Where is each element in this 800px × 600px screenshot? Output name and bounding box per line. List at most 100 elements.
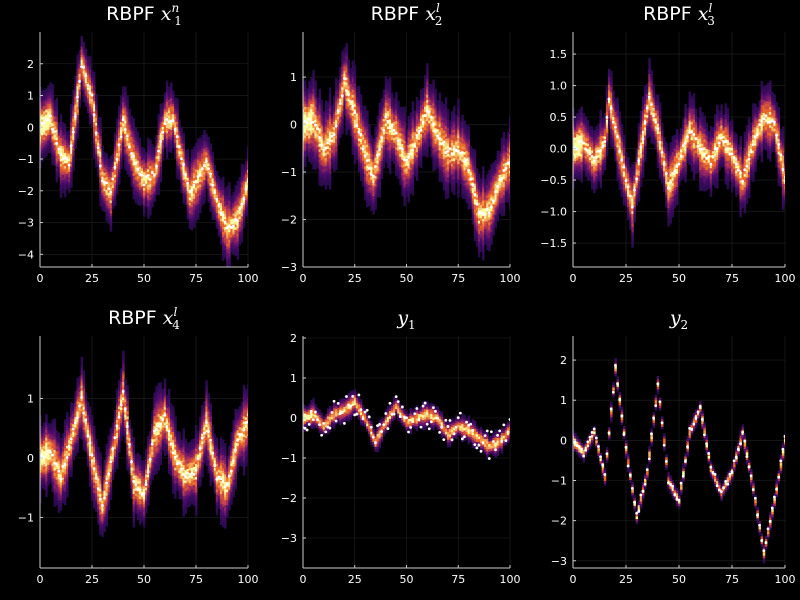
heatmap-cell: [397, 126, 400, 130]
heatmap-cell: [226, 232, 229, 236]
heatmap-cell: [40, 99, 42, 103]
heatmap-cell: [364, 197, 367, 201]
heatmap-cell: [199, 191, 202, 195]
heatmap-cell: [355, 97, 359, 101]
heatmap-cell: [176, 168, 179, 172]
heatmap-cell: [390, 97, 394, 101]
heatmap-cell: [432, 168, 435, 172]
heatmap-cell: [93, 111, 96, 115]
heatmap-cell: [82, 73, 86, 77]
heatmap-cell: [349, 75, 353, 79]
heatmap-cell: [128, 163, 131, 167]
heatmap-cell: [230, 208, 233, 212]
heatmap-cell: [197, 190, 200, 194]
heatmap-cell: [304, 93, 307, 97]
heatmap-cell: [124, 146, 127, 150]
heatmap-cell: [63, 178, 67, 182]
heatmap-cell: [345, 124, 348, 128]
heatmap-cell: [335, 112, 338, 116]
heatmap-cell: [304, 90, 307, 94]
heatmap-cell: [78, 102, 81, 106]
heatmap-cell: [303, 155, 305, 159]
heatmap-cell: [120, 100, 123, 104]
heatmap-cell: [384, 144, 388, 148]
heatmap-cell: [63, 194, 67, 198]
heatmap-cell: [228, 263, 231, 267]
heatmap-cell: [335, 145, 338, 149]
heatmap-cell: [201, 189, 204, 193]
heatmap-cell: [201, 155, 204, 159]
heatmap-cell: [66, 141, 69, 145]
heatmap-cell: [322, 158, 326, 162]
heatmap-cell: [105, 194, 108, 198]
heatmap-cell: [53, 149, 56, 153]
heatmap-cell: [118, 181, 121, 185]
heatmap-cell: [430, 107, 433, 111]
heatmap-cell: [151, 144, 154, 148]
heatmap-cell: [430, 104, 433, 108]
heatmap-cell: [93, 124, 96, 128]
state-point: [196, 175, 200, 179]
heatmap-cell: [236, 243, 240, 247]
heatmap-cell: [176, 176, 179, 180]
heatmap-cell: [153, 151, 156, 155]
heatmap-cell: [224, 226, 227, 230]
heatmap-cell: [440, 174, 444, 178]
heatmap-cell: [45, 127, 48, 131]
heatmap-cell: [159, 174, 163, 178]
heatmap-cell: [347, 64, 350, 68]
heatmap-cell: [440, 106, 444, 110]
heatmap-cell: [76, 67, 79, 71]
heatmap-cell: [337, 98, 340, 102]
heatmap-cell: [157, 129, 160, 133]
heatmap-cell: [426, 141, 429, 145]
heatmap-cell: [320, 133, 324, 137]
heatmap-cell: [40, 165, 42, 169]
heatmap-cell: [303, 95, 305, 99]
heatmap-cell: [397, 110, 400, 114]
heatmap-cell: [40, 94, 42, 98]
heatmap-cell: [345, 95, 348, 99]
heatmap-cell: [326, 172, 330, 176]
heatmap-cell: [382, 126, 386, 130]
heatmap-cell: [97, 166, 100, 170]
heatmap-cell: [99, 135, 102, 139]
heatmap-cell: [349, 94, 353, 98]
heatmap-cell: [419, 138, 423, 142]
heatmap-cell: [409, 154, 413, 158]
heatmap-cell: [234, 239, 237, 243]
heatmap-cell: [153, 154, 156, 158]
heatmap-cell: [43, 123, 46, 127]
heatmap-cell: [333, 145, 336, 149]
heatmap-cell: [153, 162, 156, 166]
heatmap-cell: [109, 215, 113, 219]
heatmap-cell: [49, 116, 52, 120]
heatmap-cell: [390, 139, 394, 143]
heatmap-cell: [61, 184, 65, 188]
heatmap-cell: [339, 127, 342, 131]
heatmap-cell: [178, 137, 181, 141]
heatmap-cell: [199, 144, 202, 148]
heatmap-cell: [312, 106, 315, 110]
heatmap-cell: [147, 202, 150, 206]
heatmap-cell: [238, 229, 242, 233]
heatmap-cell: [236, 238, 240, 242]
heatmap-cell: [70, 124, 73, 128]
heatmap-cell: [55, 147, 59, 151]
heatmap-cell: [388, 142, 392, 146]
heatmap-cell: [126, 111, 129, 115]
heatmap-cell: [174, 142, 177, 146]
heatmap-cell: [314, 148, 317, 152]
heatmap-cell: [118, 137, 121, 141]
heatmap-cell: [388, 131, 392, 135]
heatmap-cell: [359, 172, 363, 176]
heatmap-cell: [244, 212, 248, 216]
heatmap-cell: [197, 151, 200, 155]
heatmap-cell: [138, 197, 142, 201]
heatmap-cell: [70, 109, 73, 113]
heatmap-cell: [393, 100, 396, 104]
heatmap-cell: [304, 163, 307, 167]
heatmap-cell: [190, 172, 194, 176]
heatmap-cell: [440, 119, 444, 123]
heatmap-cell: [215, 176, 219, 180]
